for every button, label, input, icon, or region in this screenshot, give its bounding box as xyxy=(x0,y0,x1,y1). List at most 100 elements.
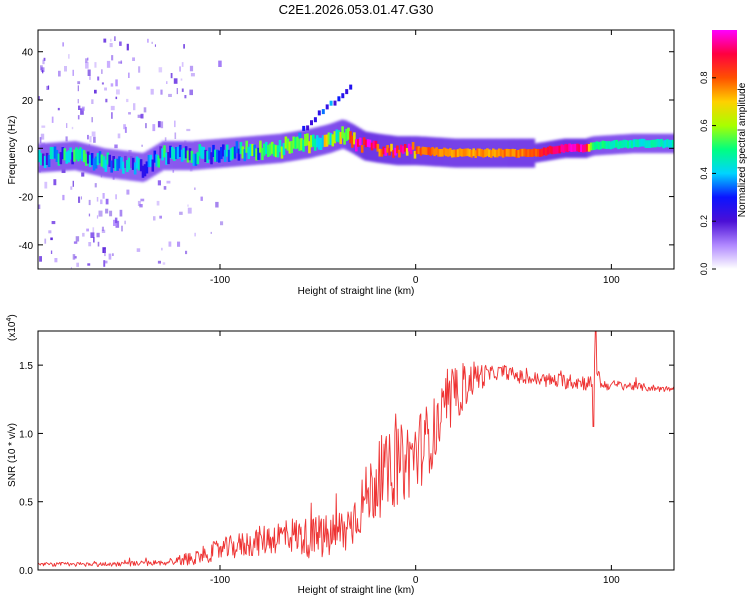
spectrogram-ridge-cell xyxy=(578,144,581,153)
spectrogram-ridge-cell xyxy=(492,148,495,157)
spectrogram-ridge-cell xyxy=(73,149,76,162)
spectrogram-ridge-cell xyxy=(544,148,548,156)
spectrogram-x-tick-label: 100 xyxy=(603,275,620,286)
spectrogram-ridge-cell xyxy=(654,139,657,148)
spectrogram-speckle xyxy=(78,105,81,110)
spectrogram-ridge-cell xyxy=(478,148,481,157)
spectrogram-branch-cell xyxy=(333,100,337,106)
spectrogram-ridge-cell xyxy=(67,150,70,163)
spectrogram-speckle xyxy=(87,69,91,76)
spectrogram-speckle xyxy=(115,194,117,200)
spectrogram-speckle xyxy=(176,88,178,95)
spectrogram-ridge-cell xyxy=(452,149,456,158)
spectrogram-speckle xyxy=(111,55,114,61)
spectrogram-ridge-cell xyxy=(247,146,250,159)
spectrogram-speckle xyxy=(116,89,120,95)
spectrogram-ridge-cell xyxy=(116,158,119,171)
spectrogram-ridge-cell xyxy=(374,140,378,149)
spectrogram-speckle xyxy=(158,67,163,73)
spectrogram-ridge-cell xyxy=(664,139,667,148)
spectrogram-speckle xyxy=(57,107,60,111)
snr-plot-area xyxy=(38,331,674,570)
spectrogram-ridge-cell xyxy=(572,144,575,152)
spectrogram-speckle xyxy=(194,232,196,237)
spectrogram-ridge-cell xyxy=(360,145,364,153)
spectrogram-speckle xyxy=(91,117,93,123)
spectrogram-ridge-cell xyxy=(278,140,282,153)
spectrogram-ridge-cell xyxy=(47,155,51,168)
spectrogram-speckle xyxy=(38,96,40,101)
spectrogram-speckle xyxy=(42,70,44,74)
spectrogram-ridge-cell xyxy=(550,146,554,155)
spectrogram-speckle xyxy=(174,132,177,139)
spectrogram-speckle xyxy=(140,198,145,202)
spectrogram-ridge-cell xyxy=(313,138,317,151)
spectrogram-speckle xyxy=(47,85,50,90)
spectrogram-speckle xyxy=(41,125,46,128)
spectrogram-speckle xyxy=(50,237,53,241)
spectrogram-ridge-cell xyxy=(167,152,170,165)
spectrogram-ridge-cell xyxy=(531,149,534,157)
spectrogram-speckle xyxy=(97,241,100,247)
spectrogram-ridge-cell xyxy=(630,140,634,149)
spectrogram-ridge-cell xyxy=(411,142,415,150)
spectrogram-speckle xyxy=(115,96,118,100)
spectrogram-speckle xyxy=(120,60,122,64)
spectrogram-speckle xyxy=(82,232,85,237)
spectrogram-ridge-cell xyxy=(494,149,497,158)
spectrogram-ridge-cell xyxy=(308,141,311,154)
spectrogram-ridge-cell xyxy=(157,155,160,168)
spectrogram-ridge-cell xyxy=(327,132,331,145)
spectrogram-ridge-cell xyxy=(392,150,395,158)
spectrogram-speckle xyxy=(72,69,74,76)
spectrogram-ridge-cell xyxy=(405,148,409,156)
spectrogram-speckle xyxy=(80,196,82,200)
spectrogram-speckle xyxy=(96,232,100,238)
spectrogram-ridge-cell xyxy=(345,128,348,141)
spectrogram-ridge-cell xyxy=(51,147,55,160)
spectrogram-speckle xyxy=(151,41,153,44)
spectrogram-speckle xyxy=(121,225,123,232)
spectrogram-speckle xyxy=(115,79,118,87)
spectrogram-speckle xyxy=(48,230,52,234)
spectrogram-speckle xyxy=(181,62,184,67)
spectrogram-ridge-cell xyxy=(480,149,483,157)
spectrogram-speckle xyxy=(53,179,57,186)
spectrogram-ridge-cell xyxy=(321,135,325,148)
spectrogram-speckle xyxy=(101,69,103,74)
spectrogram-ridge-cell xyxy=(501,149,505,158)
spectrogram-ridge-cell xyxy=(90,153,94,166)
spectrogram-ridge-cell xyxy=(83,150,86,163)
spectrogram-ridge-cell xyxy=(77,149,80,162)
spectrogram-ridge-cell xyxy=(159,146,162,159)
spectrogram-ridge-cell xyxy=(194,153,198,166)
spectrogram-speckle xyxy=(93,136,96,143)
spectrogram-speckle xyxy=(164,137,167,142)
spectrogram-speckle xyxy=(103,38,107,43)
spectrogram-ridge-cell xyxy=(535,149,538,157)
spectrogram-ridge-cell xyxy=(662,140,665,149)
spectrogram-ridge-cell xyxy=(607,141,611,149)
spectrogram-frame xyxy=(37,29,675,270)
spectrogram-speckle xyxy=(124,126,127,133)
spectrogram-ridge-cell xyxy=(206,150,209,163)
spectrogram-branch-cell xyxy=(349,84,353,90)
snr-x-tick-label: 100 xyxy=(603,575,620,586)
spectrogram-ridge-cell xyxy=(621,140,624,149)
spectrogram-ridge-cell xyxy=(310,135,313,148)
spectrogram-ridge-cell xyxy=(81,149,84,162)
spectrogram-ridge-cell xyxy=(202,146,205,159)
spectrogram-ridge-cell xyxy=(122,161,125,174)
spectrogram-speckle xyxy=(160,89,163,95)
spectrogram-speckle xyxy=(157,121,161,128)
spectrogram-ridge-cell xyxy=(45,152,49,165)
spectrogram-ridge-cell xyxy=(634,139,638,147)
spectrogram-ridge-cell xyxy=(529,149,532,157)
spectrogram-speckle xyxy=(106,60,111,68)
spectrogram-ridge-cell xyxy=(601,140,605,149)
spectrogram-ridge-cell xyxy=(153,150,157,163)
spectrogram-speckle xyxy=(110,105,115,111)
spectrogram-speckle xyxy=(87,263,91,266)
spectrogram-speckle xyxy=(126,189,130,195)
spectrogram-ridge-cell xyxy=(341,126,344,139)
